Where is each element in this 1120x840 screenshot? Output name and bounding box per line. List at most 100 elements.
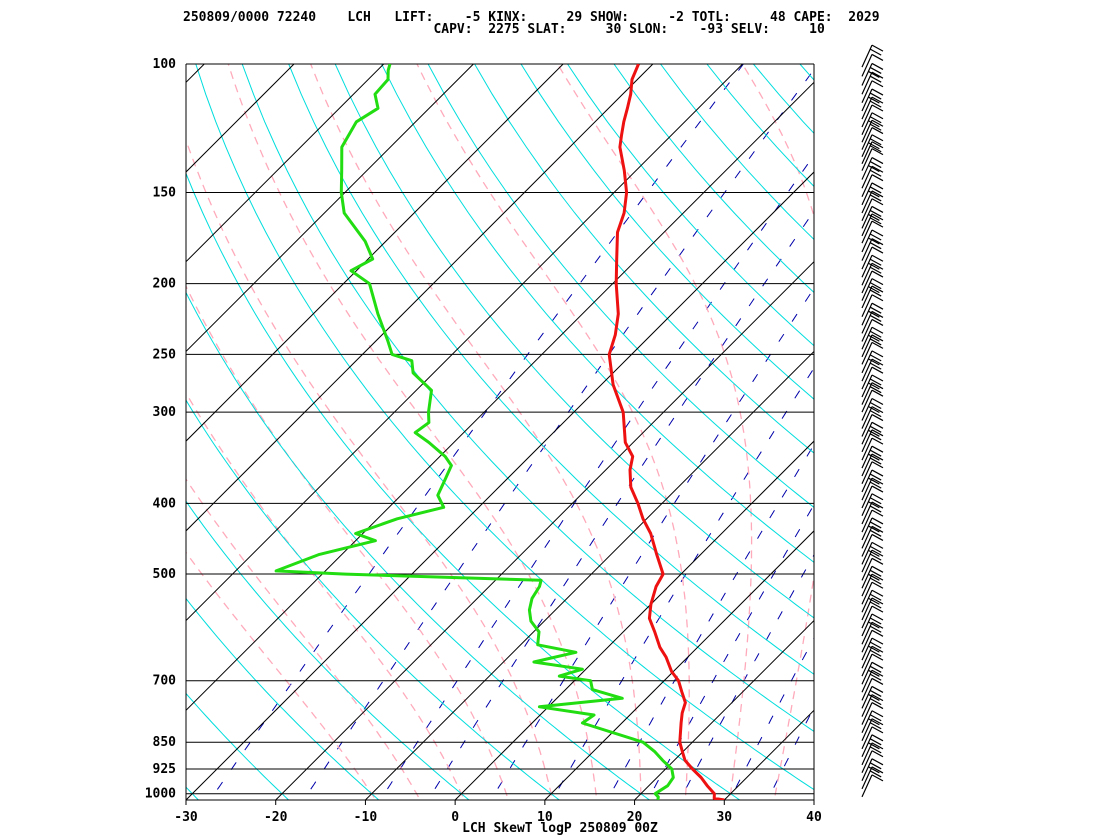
wind-barb-flag [869, 282, 882, 290]
wind-barb-flag [869, 242, 882, 250]
wind-barb-flag [871, 533, 884, 541]
wind-barb-flag [871, 119, 884, 127]
dry-adiabat-line [186, 692, 290, 800]
wind-barb [861, 62, 884, 86]
wind-barb-flag [868, 310, 880, 318]
wind-barb-flag [869, 665, 882, 673]
wind-barb-flag [869, 425, 882, 433]
wind-barb-flag [869, 617, 882, 625]
wind-barb [861, 565, 884, 589]
moist-adiabat-line [557, 64, 753, 800]
wind-barb-flag [871, 694, 884, 702]
dry-adiabat-line [474, 64, 814, 454]
dry-adiabat-line [520, 64, 814, 400]
wind-barb-flag [868, 621, 880, 629]
wind-barb-flag [871, 310, 884, 318]
wind-barb-flag [868, 213, 880, 221]
wind-barb-staff [861, 96, 873, 120]
wind-barb-flag [871, 597, 884, 605]
wind-barb-staff [861, 414, 873, 437]
wind-barb [861, 134, 884, 157]
wind-barb-flag [868, 120, 880, 128]
wind-barb [861, 326, 884, 350]
wind-barb-flag [868, 766, 880, 774]
wind-barb-flag [871, 589, 884, 597]
wind-barb-staff [861, 374, 873, 398]
wind-barb [861, 165, 884, 189]
wind-barb-staff [861, 350, 873, 374]
mixing-ratio-line [606, 443, 814, 800]
wind-barb-flag [869, 722, 882, 730]
wind-barb-flag [871, 445, 884, 453]
wind-barb-flag [871, 661, 884, 669]
wind-barb-staff [861, 566, 873, 589]
wind-barb-staff [861, 182, 873, 206]
wind-barb-flag [871, 726, 884, 734]
wind-barb [861, 557, 884, 581]
wind-barb [861, 421, 884, 445]
wind-barb-flag [871, 341, 884, 349]
wind-barb-staff [861, 437, 873, 461]
wind-barb-staff [861, 742, 873, 766]
wind-barb-flag [871, 112, 884, 120]
wind-barb-staff [861, 406, 873, 429]
isotherm-line [275, 261, 814, 800]
wind-barb-flag [869, 92, 882, 100]
isotherm-line [186, 64, 385, 263]
wind-barb-flag [871, 182, 884, 190]
moist-adiabat-line [186, 391, 466, 800]
temperature-tick-label: 0 [451, 810, 459, 825]
wind-barb-flag [871, 677, 884, 685]
wind-barb-flag [869, 625, 882, 633]
dry-adiabat-line [334, 64, 814, 619]
wind-barb [861, 285, 884, 309]
wind-barb-flag [871, 742, 884, 750]
wind-barb-flag [871, 469, 884, 477]
mixing-ratio-lines [209, 64, 814, 800]
wind-barb-staff [861, 645, 873, 669]
wind-barb [861, 677, 884, 701]
wind-barb-staff [861, 453, 873, 477]
wind-barb [861, 382, 884, 405]
dry-adiabat-line [567, 64, 814, 347]
wind-barb [861, 341, 884, 365]
header-line-1: 250809/0000 72240 LCH LIFT: -5 KINX: 29 … [183, 10, 880, 25]
wind-barb-flag [871, 53, 884, 61]
wind-barb-flag [871, 637, 884, 645]
wind-barb [861, 645, 884, 669]
wind-barb-staff [861, 342, 873, 365]
wind-barb-flag [871, 453, 884, 461]
wind-barb-staff [861, 630, 873, 653]
wind-barb-staff [861, 206, 873, 229]
wind-barb [861, 661, 884, 685]
wind-barb [861, 389, 884, 413]
wind-barb [861, 310, 884, 334]
mixing-ratio-line [551, 367, 814, 800]
wind-barb-flag [871, 350, 884, 358]
isotherm-line [544, 530, 814, 800]
isotherm-line [186, 171, 814, 800]
wind-barb [861, 334, 884, 358]
wind-barb [861, 485, 884, 509]
mixing-ratio-line [729, 637, 814, 800]
wind-barb [861, 190, 884, 214]
wind-barb-flag [871, 397, 884, 406]
wind-barb-flag [869, 449, 882, 457]
wind-barb-flag [869, 641, 882, 649]
wind-barb [861, 734, 884, 758]
wind-barb-flag [869, 217, 882, 225]
wind-barb [861, 589, 884, 613]
dry-adiabat-line [186, 597, 380, 800]
wind-barb [861, 613, 884, 637]
dry-adiabat-line [195, 64, 814, 791]
plot-frame [185, 64, 815, 801]
wind-barb-flag [871, 406, 884, 414]
dry-adiabats [186, 64, 814, 800]
wind-barb [861, 358, 884, 382]
wind-barb-flag [869, 100, 882, 108]
wind-barb-staff [861, 104, 873, 128]
wind-barb-staff [861, 112, 873, 135]
wind-barb-flag [871, 581, 884, 589]
wind-barb [861, 509, 884, 533]
